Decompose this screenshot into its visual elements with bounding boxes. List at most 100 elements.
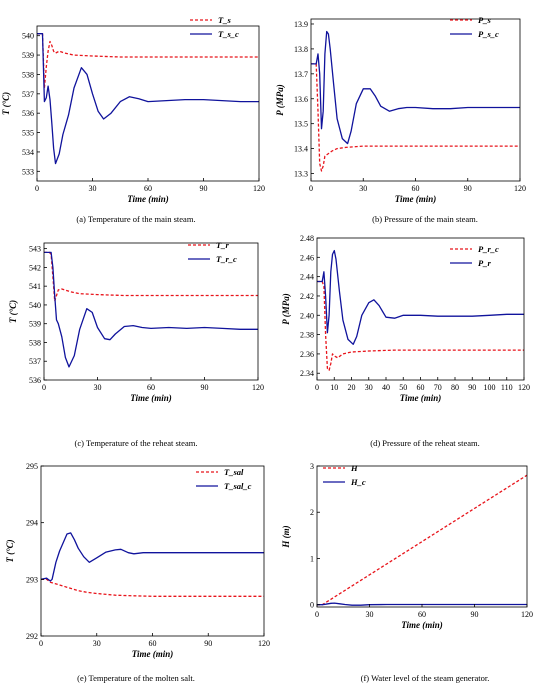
x-tick-label: 120 <box>252 383 264 392</box>
plot-frame <box>316 465 528 608</box>
plot-frame <box>40 465 265 637</box>
chart-panel-d: 0 10 20 30 40 50 60 70 80 90 100 110 120 2.34 2.36 2.38… <box>275 228 550 456</box>
x-axis-label: Time (min) <box>395 194 436 204</box>
y-tick-label: 540 <box>29 301 41 310</box>
y-axis-label: T (°C) <box>8 300 18 323</box>
y-tick-label: 13.3 <box>294 170 308 179</box>
y-tick-label: 543 <box>29 245 41 254</box>
legend-label: H_c <box>350 477 366 487</box>
x-tick-label: 60 <box>418 610 426 619</box>
chart-svg-f: 0 30 60 90 120 0 1 2 3 Time (min) H (m) H H_c (f) Wat… <box>281 462 533 683</box>
legend-label: P_r <box>478 258 491 268</box>
y-tick-label: 293 <box>26 575 38 584</box>
x-tick-label: 60 <box>144 184 152 193</box>
legend-label: P_r_c <box>478 244 499 254</box>
y-tick-label: 540 <box>22 32 34 41</box>
legend-label: T_r_c <box>216 254 237 264</box>
y-tick-label: 2.34 <box>300 369 314 378</box>
x-tick-label: 60 <box>417 383 425 392</box>
series-line-t-s-c <box>37 33 259 165</box>
y-axis-label: H (m) <box>281 525 291 548</box>
x-tick-label: 90 <box>204 639 212 648</box>
chart-svg-b: 0 30 60 90 120 13.3 13.4 13.5 13.6 13.7 13.8 13.9 Ti… <box>275 15 526 224</box>
y-tick-label: 537 <box>29 357 41 366</box>
x-tick-label: 30 <box>94 383 102 392</box>
y-axis-label: T (°C) <box>1 92 11 115</box>
y-tick-label: 534 <box>22 148 34 157</box>
series-line-t-r-c <box>44 251 258 368</box>
y-tick-label: 2 <box>310 508 314 517</box>
y-tick-label: 538 <box>22 70 34 79</box>
y-tick-label: 2.38 <box>300 331 314 340</box>
x-tick-label: 30 <box>93 639 101 648</box>
chart-panel-e: 0 30 60 90 120 292 293 294 295 Time (min) T (°C) T_… <box>0 456 272 684</box>
series-line-p-s <box>311 63 520 172</box>
chart-svg-e: 0 30 60 90 120 292 293 294 295 Time (min) T (°C) T_… <box>5 462 270 683</box>
plot-frame <box>310 18 521 182</box>
series-group-b <box>311 30 520 172</box>
x-axis-label: Time (min) <box>130 393 171 403</box>
chart-svg-a: 0 30 60 90 120 533 534 535 536 537 538 539 540 Time (… <box>1 15 265 224</box>
x-tick-label: 0 <box>35 184 39 193</box>
x-tick-label: 30 <box>359 184 367 193</box>
series-line-t-sal <box>41 578 264 597</box>
panel-caption: (a) Temperature of the main steam. <box>76 214 195 224</box>
x-tick-label: 120 <box>253 184 265 193</box>
x-tick-label: 90 <box>200 184 208 193</box>
series-line-t-sal-c <box>41 532 264 582</box>
x-tick-label: 30 <box>366 610 374 619</box>
x-tick-label: 90 <box>471 610 479 619</box>
x-axis-label: Time (min) <box>401 620 442 630</box>
series-line-p-r-c <box>317 280 524 371</box>
legend-label: T_sal <box>224 467 244 477</box>
legend-label: T_sal_c <box>224 481 252 491</box>
x-tick-label: 90 <box>468 383 476 392</box>
x-tick-label: 120 <box>518 383 530 392</box>
x-tick-label: 80 <box>451 383 459 392</box>
y-tick-label: 13.4 <box>294 145 308 154</box>
legend-label: T_s_c <box>218 29 239 39</box>
y-tick-label: 0 <box>310 601 314 610</box>
y-tick-label: 536 <box>29 376 41 385</box>
x-tick-label: 30 <box>365 383 373 392</box>
x-tick-label: 100 <box>484 383 496 392</box>
x-tick-label: 50 <box>399 383 407 392</box>
y-tick-label: 2.48 <box>300 234 314 243</box>
x-axis-label: Time (min) <box>127 194 168 204</box>
x-axis-label: Time (min) <box>400 393 441 403</box>
y-tick-label: 13.6 <box>294 95 308 104</box>
y-tick-label: 535 <box>22 129 34 138</box>
x-tick-label: 110 <box>501 383 513 392</box>
series-line-h-c <box>317 602 527 606</box>
x-tick-label: 10 <box>330 383 338 392</box>
panel-caption: (f) Water level of the steam generator. <box>361 673 490 683</box>
series-line-t-s <box>37 33 259 89</box>
series-line-p-s-c <box>311 30 520 145</box>
x-tick-label: 0 <box>309 184 313 193</box>
x-tick-label: 70 <box>434 383 442 392</box>
series-group-d <box>317 249 524 371</box>
x-tick-label: 90 <box>464 184 472 193</box>
chart-panel-f: 0 30 60 90 120 0 1 2 3 Time (min) H (m) H H_c (f) Wat… <box>275 456 550 684</box>
panel-caption: (d) Pressure of the reheat steam. <box>370 438 480 448</box>
legend-label: H <box>350 463 358 473</box>
x-tick-label: 120 <box>514 184 526 193</box>
chart-svg-d: 0 10 20 30 40 50 60 70 80 90 100 110 120 2.34 2.36 2.38… <box>281 234 530 448</box>
y-tick-label: 539 <box>29 320 41 329</box>
y-axis-label: T (°C) <box>5 539 15 562</box>
y-tick-label: 542 <box>29 263 41 272</box>
y-tick-label: 2.42 <box>300 292 314 301</box>
y-tick-label: 2.46 <box>300 253 314 262</box>
x-tick-label: 60 <box>149 639 157 648</box>
y-tick-label: 541 <box>29 282 41 291</box>
y-axis-label: P (MPa) <box>281 293 291 324</box>
panel-caption: (b) Pressure of the main steam. <box>372 214 478 224</box>
y-axis-label: P (MPa) <box>275 84 285 115</box>
legend-label: T_s <box>218 15 231 25</box>
y-tick-label: 2.36 <box>300 350 314 359</box>
y-tick-label: 13.5 <box>294 120 308 129</box>
x-tick-label: 60 <box>147 383 155 392</box>
legend-label: P_s_c <box>478 29 499 39</box>
y-tick-label: 295 <box>26 462 38 471</box>
y-tick-label: 2.44 <box>300 273 314 282</box>
